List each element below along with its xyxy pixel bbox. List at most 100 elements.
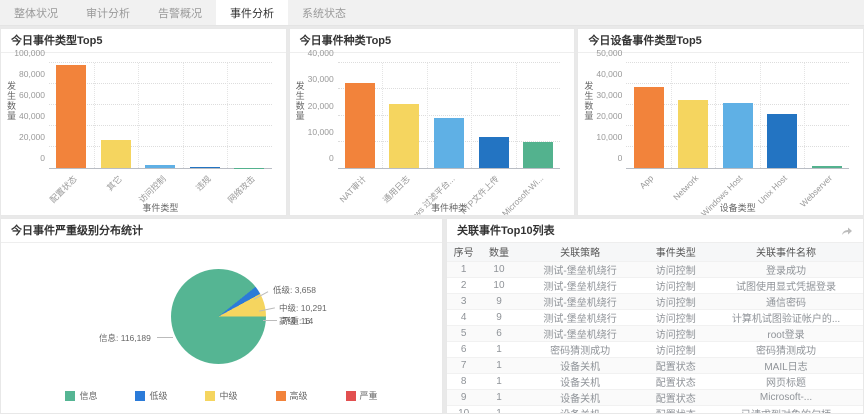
bar-违规[interactable] <box>189 166 220 168</box>
plot-area: 0 20,000 40,000 60,000 80,000 100,000 <box>14 48 272 169</box>
table-cell: 计算机试图验证帐户的... <box>709 309 863 326</box>
y-axis-title: 发生数量 <box>6 81 16 121</box>
bar-chart-panel-2: 今日设备事件类型Top5 发生数量 0 10,000 20,000 30,000 40,00… <box>577 28 864 216</box>
table-cell: 密码猜测成功 <box>517 341 643 358</box>
vertical-gridline <box>138 63 140 168</box>
y-tick-label: 20,000 <box>307 100 334 111</box>
table-cell: 8 <box>447 373 481 390</box>
chart-title: 今日设备事件类型Top5 <box>588 34 702 47</box>
table-cell: 访问控制 <box>642 277 710 294</box>
table-cell: 1 <box>480 405 518 413</box>
bar-FTP文件上传[interactable] <box>478 136 509 168</box>
pie-chart: 信息: 116,189 低级: 3,658 中级: 10,291 高级: 16 … <box>1 243 442 413</box>
severity-pie[interactable] <box>171 269 266 364</box>
gridline <box>337 88 561 90</box>
x-tick-label: 其它 <box>104 173 124 193</box>
bar-访问控制[interactable] <box>145 165 176 168</box>
column-header-事件类型: 事件类型 <box>642 243 710 262</box>
column-header-关联策略: 关联策略 <box>517 243 643 262</box>
bar-chart: 发生数量 0 10,000 20,000 30,000 40,000 50,000 App Ne… <box>578 48 863 215</box>
pie-panel-title: 今日事件严重级别分布统计 <box>11 224 143 237</box>
table-cell: 10 <box>447 405 481 413</box>
x-label-slot: 其它 <box>94 170 139 200</box>
legend-item-低级[interactable]: 低级 <box>135 389 167 402</box>
legend-swatch <box>205 390 216 401</box>
column-header-序号: 序号 <box>447 243 481 262</box>
bar-其它[interactable] <box>100 140 131 168</box>
bar-Network[interactable] <box>678 100 709 168</box>
x-axis-labels: 配置状态 其它 访问控制 违规 网络攻击 <box>48 170 272 205</box>
table-cell: 3 <box>447 293 481 310</box>
bar-NAT审计[interactable] <box>344 83 375 168</box>
tab-告警概况[interactable]: 告警概况 <box>158 7 202 20</box>
gridline <box>49 83 272 84</box>
correlated-events-panel: 关联事件Top10列表 序号 数量 关联策略 事件类型 关联事件名称 1 10 测试-堡垒机… <box>446 218 864 414</box>
table-cell: 配置状态 <box>642 357 710 374</box>
tab-事件分析[interactable]: 事件分析 <box>216 0 288 25</box>
legend-label: 信息 <box>79 391 98 401</box>
table-cell: 访问控制 <box>642 293 710 310</box>
vertical-gridline <box>804 63 806 168</box>
x-label-slot: Microsoft-Wi... <box>500 170 561 215</box>
legend-item-中级[interactable]: 中级 <box>205 389 238 402</box>
bar-配置状态[interactable] <box>56 64 87 168</box>
vertical-gridline <box>182 63 184 168</box>
table-cell: 设备关机 <box>517 373 643 390</box>
table-cell: 2 <box>447 277 481 294</box>
legend-label: 中级 <box>219 391 238 401</box>
x-label-slot: Windows 过滤平台... <box>395 170 472 215</box>
correlated-events-table: 序号 数量 关联策略 事件类型 关联事件名称 1 10 测试-堡垒机绕行 访问控制 登录成功 2 1… <box>447 243 863 413</box>
x-label-slot: App <box>626 170 671 200</box>
gridline <box>49 125 272 126</box>
legend-item-高级[interactable]: 高级 <box>275 389 308 402</box>
table-row: 8 1 设备关机 配置状态 网页标题 <box>447 373 863 390</box>
legend-swatch <box>345 390 356 401</box>
tab-整体状况[interactable]: 整体状况 <box>14 7 58 20</box>
gridline <box>626 62 850 63</box>
table-cell: 7 <box>447 357 481 374</box>
table-cell: 测试-堡垒机绕行 <box>517 325 643 342</box>
x-label-slot: Network <box>671 170 716 202</box>
tab-bar: 整体状况 审计分析 告警概况 事件分析 系统状态 <box>0 0 864 26</box>
x-label-slot: Webserver <box>798 170 849 209</box>
severity-pie-panel: 今日事件严重级别分布统计 信息: 116,189 低级: 3,658 中级: 1… <box>0 218 443 414</box>
bar-App[interactable] <box>633 86 664 168</box>
y-tick-label: 30,000 <box>596 90 623 100</box>
bars-group <box>49 63 272 168</box>
legend-item-信息[interactable]: 信息 <box>65 389 97 402</box>
table-cell: 1 <box>447 261 481 278</box>
bar-chart-panel-1: 今日事件种类Top5 发生数量 0 10,000 20,000 30,000 40,000 N… <box>288 28 576 216</box>
bar-通用日志[interactable] <box>389 104 420 168</box>
table-cell: 已请求到对象的句柄 <box>709 405 863 413</box>
table-cell: 配置状态 <box>642 405 710 413</box>
gridline <box>337 114 561 116</box>
x-label-slot: 配置状态 <box>48 170 94 205</box>
table-cell: 1 <box>480 373 518 390</box>
table-cell: 6 <box>447 341 481 358</box>
x-label-slot: 访问控制 <box>137 170 183 205</box>
gridline <box>49 62 272 63</box>
bar-Unix Host[interactable] <box>767 114 798 168</box>
legend-swatch <box>275 390 286 401</box>
legend-item-严重[interactable]: 严重 <box>345 389 378 402</box>
bar-Webserver[interactable] <box>811 165 842 168</box>
bar-Windows Host[interactable] <box>722 102 753 168</box>
vertical-gridline <box>670 63 672 168</box>
table-cell: 9 <box>480 293 518 310</box>
tab-系统状态[interactable]: 系统状态 <box>302 7 346 20</box>
tab-审计分析[interactable]: 审计分析 <box>86 7 130 20</box>
gridline <box>626 83 850 84</box>
table-cell: Microsoft-... <box>709 389 863 406</box>
table-cell: 测试-堡垒机绕行 <box>517 277 643 294</box>
table-cell: 登录成功 <box>709 261 863 278</box>
x-label-slot: NAT审计 <box>337 170 383 205</box>
share-arrow-icon[interactable] <box>841 226 853 236</box>
table-row: 5 6 测试-堡垒机绕行 访问控制 root登录 <box>447 325 863 342</box>
bar-Windows 过滤平台...[interactable] <box>433 118 465 168</box>
y-tick-label: 20,000 <box>596 111 623 121</box>
bars-group <box>338 63 561 168</box>
table-cell: 访问控制 <box>642 261 710 278</box>
table-cell: 配置状态 <box>642 373 710 390</box>
y-tick-label: 100,000 <box>14 48 45 58</box>
bar-Microsoft-Wi...[interactable] <box>523 141 554 168</box>
